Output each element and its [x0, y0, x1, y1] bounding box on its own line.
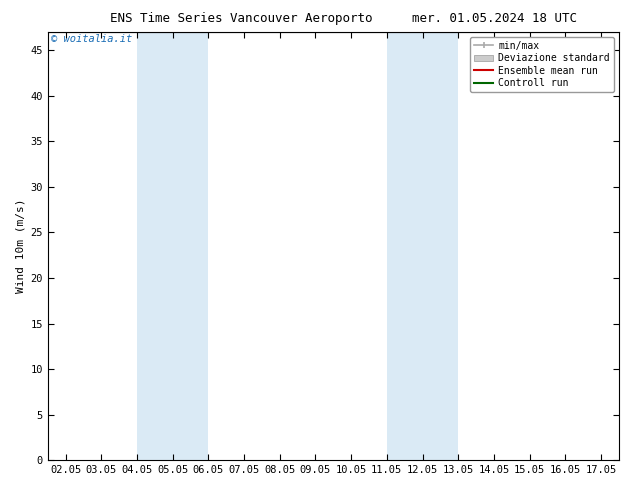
Text: ENS Time Series Vancouver Aeroporto: ENS Time Series Vancouver Aeroporto — [110, 12, 372, 25]
Bar — [387, 32, 422, 460]
Bar — [173, 32, 209, 460]
Bar — [422, 32, 458, 460]
Text: © woitalia.it: © woitalia.it — [51, 34, 132, 44]
Text: mer. 01.05.2024 18 UTC: mer. 01.05.2024 18 UTC — [412, 12, 577, 25]
Legend: min/max, Deviazione standard, Ensemble mean run, Controll run: min/max, Deviazione standard, Ensemble m… — [470, 37, 614, 92]
Y-axis label: Wind 10m (m/s): Wind 10m (m/s) — [15, 199, 25, 294]
Bar — [137, 32, 173, 460]
